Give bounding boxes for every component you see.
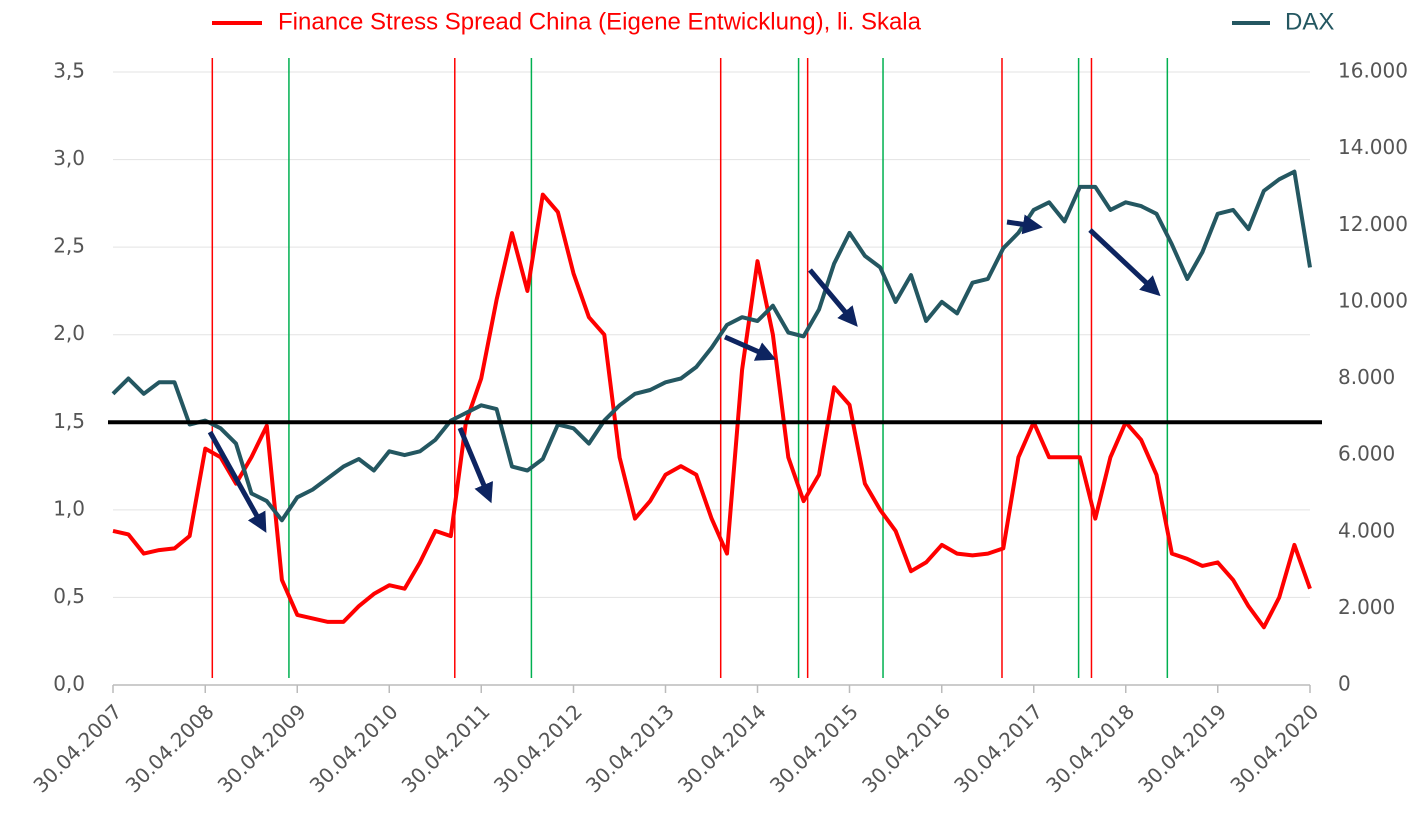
arrow [207, 430, 267, 533]
y-tick-label: 3,0 [53, 146, 85, 170]
legend-label: DAX [1285, 8, 1334, 35]
arrow [457, 427, 493, 504]
x-tick-label: 30.04.2019 [1133, 699, 1231, 797]
y2-tick-label: 12.000 [1338, 212, 1408, 236]
x-tick-label: 30.04.2010 [305, 699, 403, 797]
x-tick-label: 30.04.2018 [1041, 699, 1139, 797]
y-tick-label: 2,5 [53, 234, 85, 258]
x-tick-label: 30.04.2007 [28, 699, 126, 797]
x-tick-label: 30.04.2020 [1225, 699, 1323, 797]
y2-tick-label: 2.000 [1338, 595, 1395, 619]
arrow [1006, 214, 1043, 235]
x-tick-label: 30.04.2011 [397, 699, 495, 797]
arrow [808, 268, 858, 327]
legend-label: Finance Stress Spread China (Eigene Entw… [278, 8, 922, 35]
y-tick-label: 1,0 [53, 496, 85, 520]
arrow [723, 334, 777, 361]
x-tick-label: 30.04.2008 [121, 699, 219, 797]
y2-tick-label: 10.000 [1338, 288, 1408, 312]
y2-tick-label: 8.000 [1338, 365, 1395, 389]
y-tick-label: 3,5 [53, 59, 85, 83]
y2-tick-label: 14.000 [1338, 135, 1408, 159]
x-tick-label: 30.04.2014 [673, 699, 771, 797]
y-tick-label: 0,5 [53, 584, 85, 608]
y2-tick-label: 16.000 [1338, 59, 1408, 83]
y-tick-label: 2,0 [53, 321, 85, 345]
y-tick-label: 1,5 [53, 409, 85, 433]
x-tick-label: 30.04.2013 [581, 699, 679, 797]
y-tick-label: 0,0 [53, 672, 85, 696]
x-tick-label: 30.04.2012 [489, 699, 587, 797]
arrows [207, 214, 1161, 533]
x-tick-label: 30.04.2017 [949, 699, 1047, 797]
x-tick-label: 30.04.2009 [213, 699, 311, 797]
y2-tick-label: 4.000 [1338, 518, 1395, 542]
y2-tick-label: 0 [1338, 672, 1351, 696]
series-line [111, 169, 1312, 523]
arrow [1088, 228, 1161, 297]
x-tick-label: 30.04.2015 [765, 699, 863, 797]
series-line [112, 192, 1312, 630]
y2-tick-label: 6.000 [1338, 442, 1395, 466]
x-tick-label: 30.04.2016 [857, 699, 955, 797]
